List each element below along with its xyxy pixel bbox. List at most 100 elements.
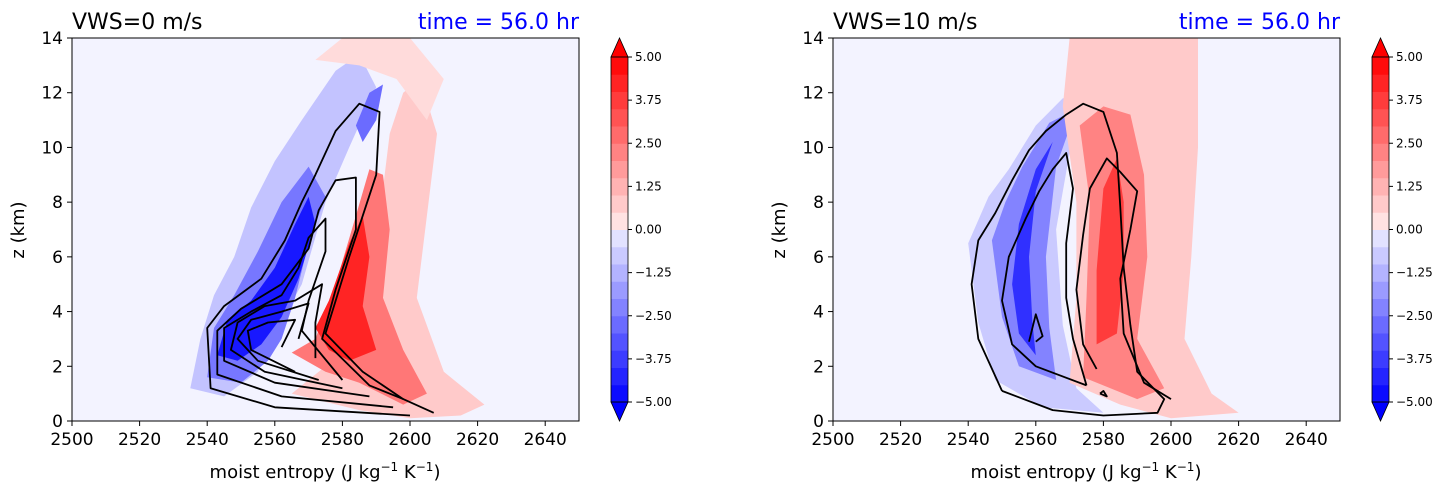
- colorbar-extend-max: [610, 37, 629, 58]
- colorbar-tick-label: 1.25: [635, 179, 662, 193]
- colorbar-segment: [611, 229, 628, 248]
- panel-vws-10: 2500 2520 2540 2560 2580 2600 2620 2640 0 2 4 6 8 10…: [769, 10, 1433, 483]
- negative-anomaly-region: [991, 109, 1077, 380]
- x-axis: 2500 2520 2540 2560 2580 2600 2620 2640: [811, 421, 1328, 450]
- colorbar-segment: [611, 264, 628, 282]
- y-tick-label: 8: [52, 193, 63, 213]
- colorbar-segment: [611, 160, 628, 179]
- colorbar-segment: [1372, 315, 1389, 334]
- x-tick-label: 2500: [50, 430, 93, 450]
- x-tick-label: 2540: [186, 430, 229, 450]
- x-tick-label: 2540: [947, 430, 990, 450]
- y-tick-label: 6: [52, 248, 63, 268]
- colorbar-tick-label: 5.00: [635, 50, 662, 64]
- plot-frame: [832, 37, 1341, 422]
- x-tick-label: 2560: [1014, 430, 1057, 450]
- colorbar-tick-label: −1.25: [635, 266, 672, 280]
- colorbar-segment: [1372, 160, 1389, 179]
- colorbar-tick-label: 3.75: [1396, 93, 1423, 107]
- colorbar-segment: [611, 212, 628, 230]
- contour-lines: [206, 102, 435, 417]
- panel-title: VWS=0 m/s: [72, 10, 203, 35]
- colorbar-segment: [1372, 246, 1389, 265]
- contour-line: [236, 302, 319, 381]
- negative-anomaly-region: [1012, 142, 1053, 356]
- colorbar-segment: [1372, 384, 1389, 403]
- colorbar-tick-label: −3.75: [635, 352, 672, 366]
- colorbar-segment: [611, 281, 628, 299]
- x-axis-label: moist entropy (J kg−1 K−1): [971, 460, 1202, 483]
- colorbar-tick-label: −2.50: [1396, 309, 1433, 323]
- y-tick-label: 0: [52, 412, 63, 432]
- colorbar-segment: [611, 195, 628, 213]
- positive-anomaly-region: [315, 215, 377, 361]
- filled-contours: [968, 38, 1239, 419]
- colorbar-segment: [611, 384, 628, 403]
- colorbar-segment: [611, 367, 628, 386]
- y-axis-label: z (km): [8, 201, 29, 258]
- colorbar-segment: [1372, 212, 1389, 230]
- x-tick-label: 2600: [388, 430, 431, 450]
- colorbar-extend-max: [1371, 37, 1390, 58]
- y-tick-label: 10: [41, 138, 63, 158]
- y-tick-label: 2: [52, 357, 63, 377]
- x-tick-label: 2500: [811, 430, 854, 450]
- colorbar: 5.00 3.75 2.50 1.25 0.00 −1.25 −2.50 −3.75 −5.00: [610, 37, 672, 422]
- contour-line: [1099, 389, 1108, 398]
- time-label: time = 56.0 hr: [1179, 10, 1341, 35]
- colorbar-segment: [1372, 91, 1389, 110]
- plot-frame: [71, 37, 580, 422]
- panel-title: VWS=10 m/s: [833, 10, 978, 35]
- y-axis: 0 2 4 6 8 10 12 14: [41, 29, 72, 432]
- contour-line: [1001, 151, 1088, 387]
- contour-line: [223, 217, 370, 398]
- y-tick-label: 2: [813, 357, 824, 377]
- colorbar-segment: [611, 298, 628, 317]
- colorbar-tick-label: 0.00: [635, 223, 662, 237]
- y-tick-label: 12: [802, 84, 824, 104]
- x-tick-label: 2580: [1082, 430, 1125, 450]
- colorbar-extend-min: [1371, 401, 1390, 422]
- y-tick-label: 10: [802, 138, 824, 158]
- panel-vws-0: 2500 2520 2540 2560 2580 2600 2620 2640 0 2 4 6 8 10…: [8, 10, 672, 483]
- y-tick-label: 14: [41, 29, 63, 49]
- colorbar-tick-label: 2.50: [635, 136, 662, 150]
- x-axis: 2500 2520 2540 2560 2580 2600 2620 2640: [50, 421, 567, 450]
- contour-lines: [970, 102, 1172, 417]
- x-tick-label: 2520: [118, 430, 161, 450]
- colorbar-segment: [611, 350, 628, 368]
- colorbar-segment: [1372, 74, 1389, 92]
- y-tick-label: 4: [813, 303, 824, 323]
- colorbar-tick-label: −3.75: [1396, 352, 1433, 366]
- colorbar-segment: [611, 57, 628, 75]
- positive-anomaly-region: [291, 79, 485, 419]
- contour-line: [216, 176, 404, 409]
- x-tick-label: 2600: [1149, 430, 1192, 450]
- x-tick-label: 2620: [456, 430, 499, 450]
- colorbar-segment: [611, 177, 628, 196]
- colorbar-segment: [611, 91, 628, 110]
- contour-line: [970, 102, 1166, 417]
- y-tick-label: 4: [52, 303, 63, 323]
- colorbar-segment: [1372, 281, 1389, 299]
- colorbar-segment: [1372, 177, 1389, 196]
- x-tick-label: 2580: [321, 430, 364, 450]
- y-tick-label: 12: [41, 84, 63, 104]
- negative-anomaly-region: [355, 84, 383, 142]
- contour-line: [229, 283, 343, 390]
- colorbar-segment: [611, 108, 628, 127]
- colorbar-segment: [1372, 143, 1389, 161]
- colorbar-tick-label: 2.50: [1396, 136, 1423, 150]
- y-axis: 0 2 4 6 8 10 12 14: [802, 29, 833, 432]
- colorbar-segment: [1372, 108, 1389, 127]
- contour-line: [206, 102, 435, 417]
- colorbar-tick-label: −5.00: [1396, 395, 1433, 409]
- colorbar-segment: [611, 315, 628, 334]
- contour-line: [1028, 313, 1044, 343]
- colorbar-tick-label: 3.75: [635, 93, 662, 107]
- colorbar-tick-label: 5.00: [1396, 50, 1423, 64]
- colorbar-tick-label: −2.50: [635, 309, 672, 323]
- x-tick-label: 2620: [1217, 430, 1260, 450]
- x-tick-label: 2640: [524, 430, 567, 450]
